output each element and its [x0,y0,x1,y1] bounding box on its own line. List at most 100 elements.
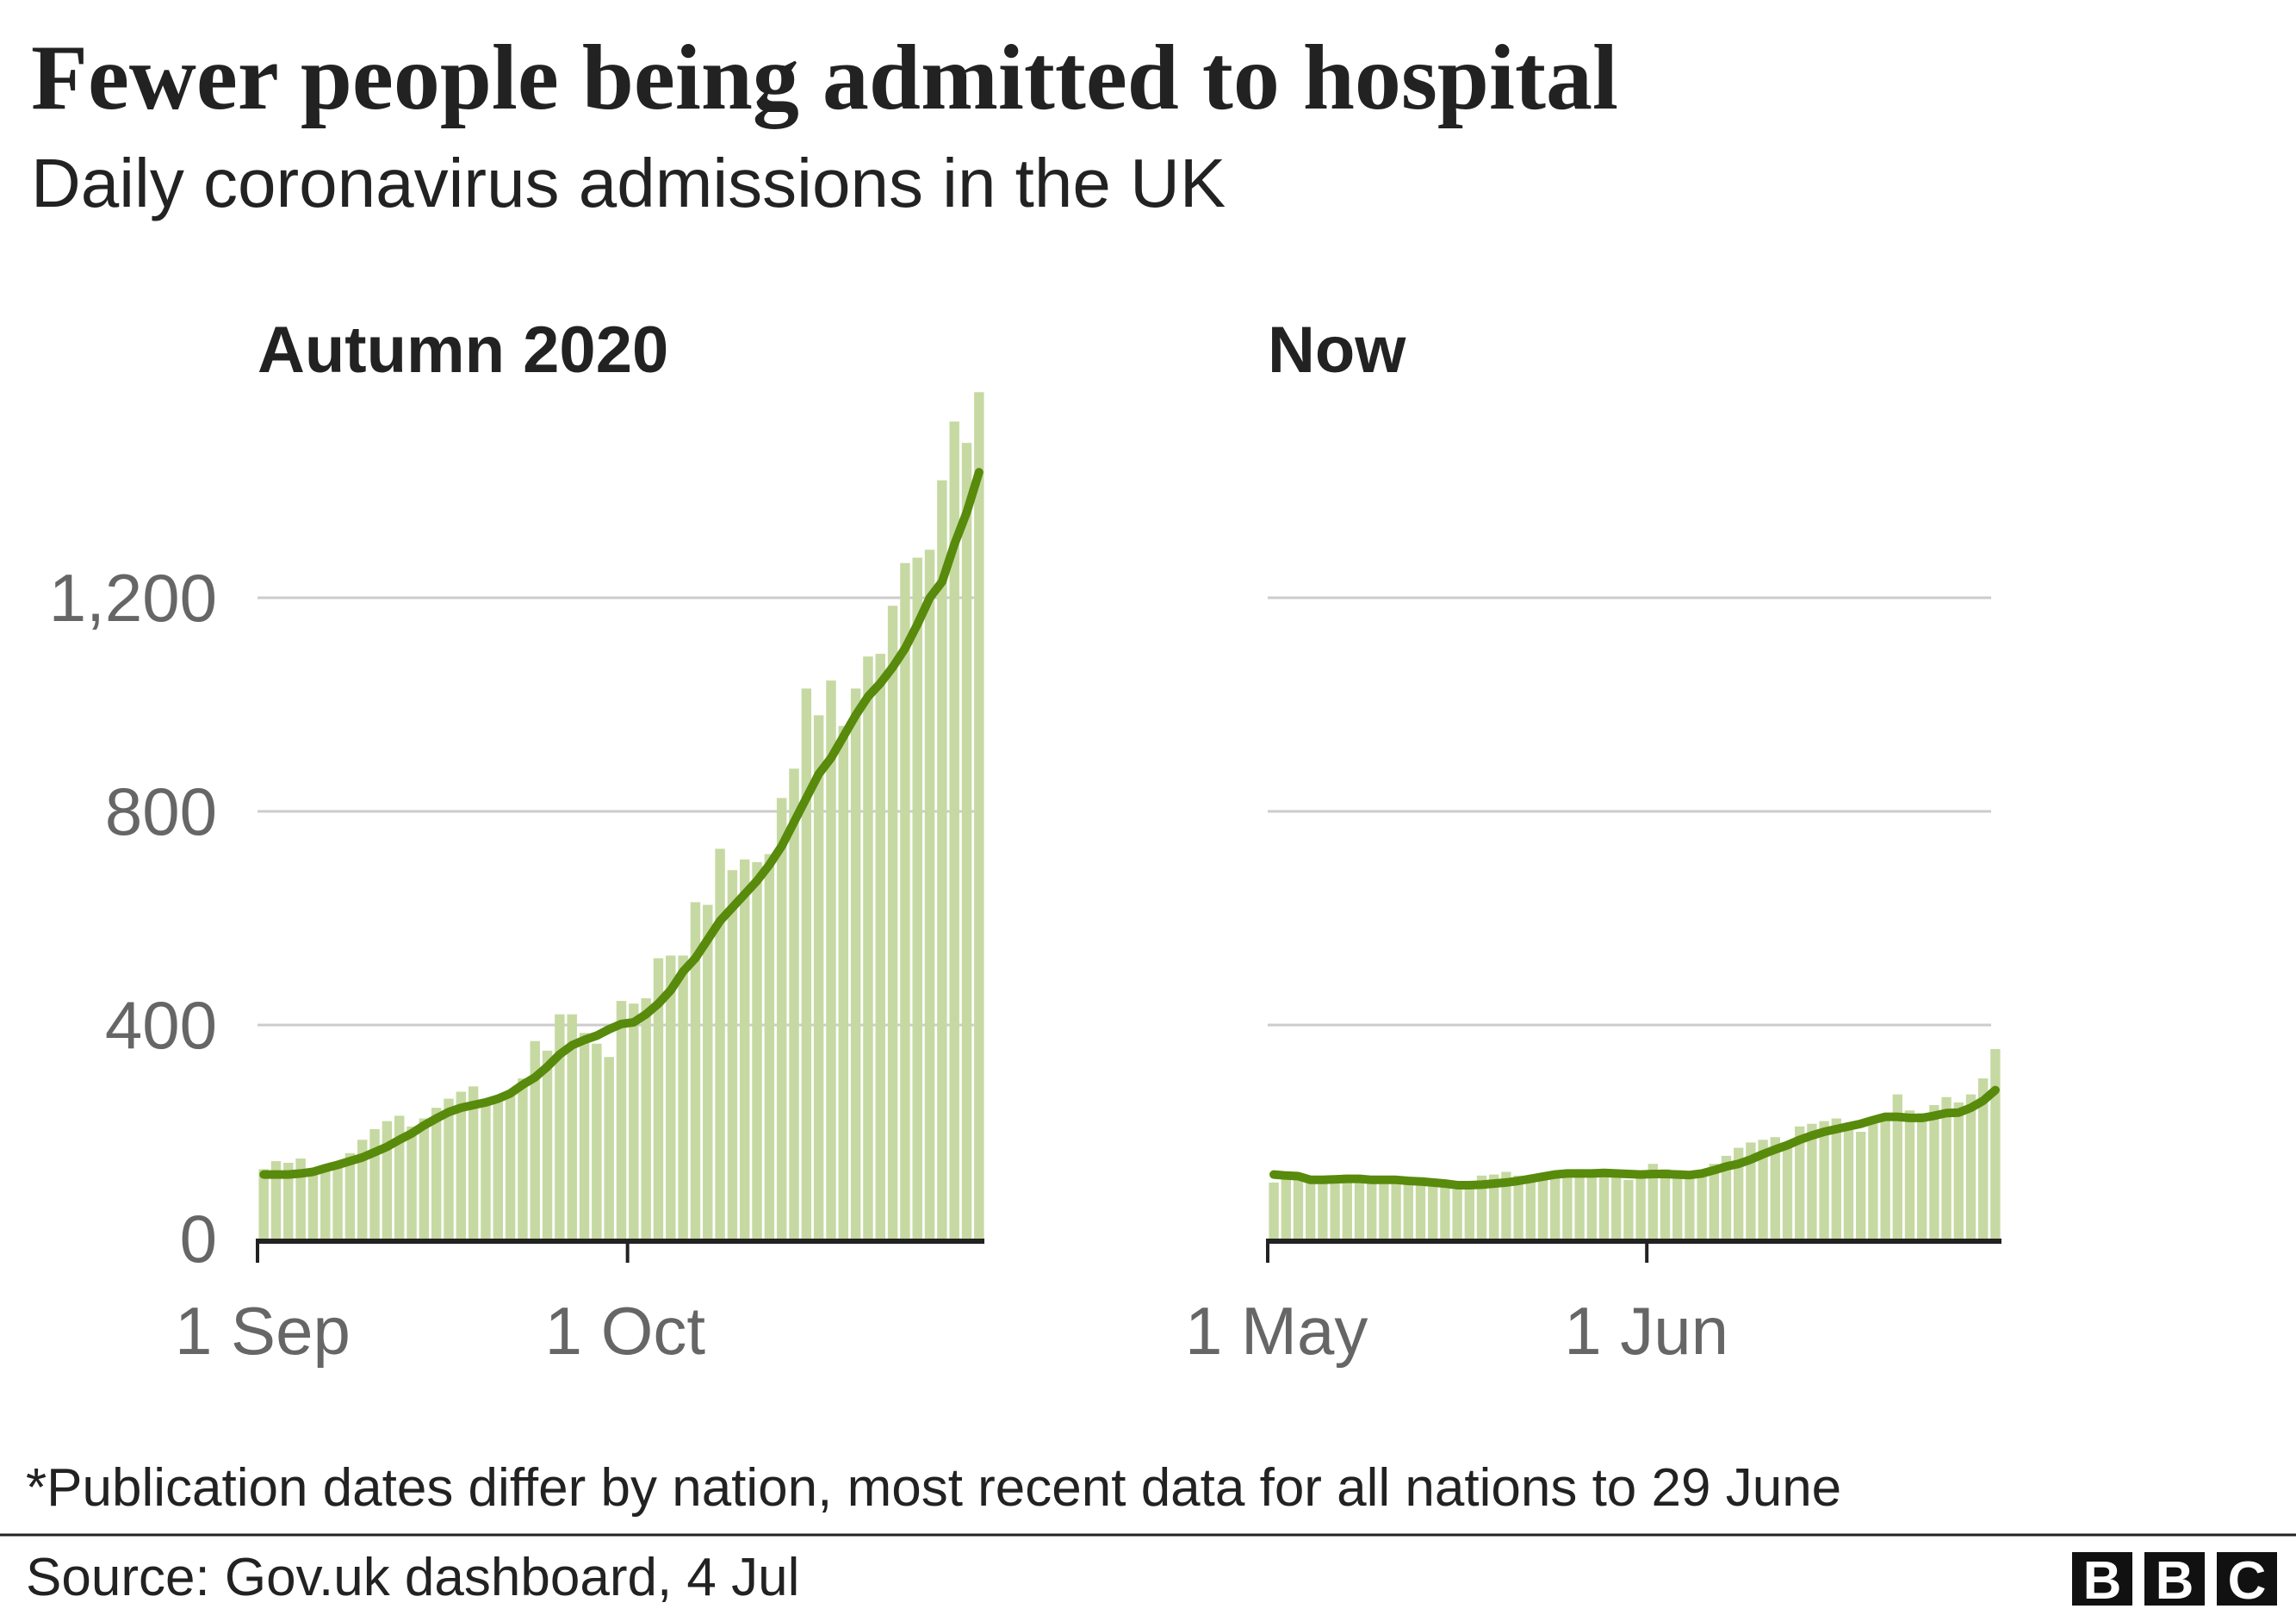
bar [505,1091,516,1239]
bar [1819,1121,1829,1239]
bar [530,1040,540,1239]
bar [332,1166,343,1239]
bar [616,1001,627,1239]
bar [666,955,676,1239]
bar [850,688,861,1239]
bar [937,480,947,1239]
bar [1330,1177,1340,1239]
bbc-logo: B B C [2072,1551,2277,1611]
chart-title: Fewer people being admitted to hospital [31,27,1618,129]
bar [493,1098,504,1239]
bar [1990,1048,2001,1239]
bar [456,1091,467,1239]
bar [1782,1145,1793,1239]
bar [258,1169,269,1239]
bar [1843,1128,1854,1239]
bar [406,1126,417,1239]
trend-line [259,468,984,1179]
bar [1489,1174,1499,1239]
footnote: *Publication dates differ by nation, mos… [26,1458,1841,1518]
bar [1917,1113,1927,1239]
bar [1415,1177,1426,1239]
bar [1513,1175,1523,1239]
bar [1965,1094,1976,1239]
bar [283,1162,294,1239]
bar [1904,1110,1915,1239]
bar [1598,1170,1610,1239]
bar [1978,1078,1989,1239]
bar [764,854,775,1239]
bar [604,1057,614,1239]
bar [295,1158,306,1239]
bar [1562,1171,1573,1239]
bar [1586,1169,1597,1239]
panel-title: Autumn 2020 [258,314,668,387]
bar [1953,1102,1964,1239]
bar [1892,1094,1902,1239]
bar [1537,1177,1548,1239]
chart-subtitle: Daily coronavirus admissions in the UK [31,145,1226,221]
logo-box [2144,1552,2205,1606]
bar [900,562,910,1239]
bar [653,958,664,1239]
bar [1318,1179,1328,1239]
bar [1611,1171,1622,1239]
bar [1660,1169,1671,1239]
bar [1428,1181,1438,1239]
y-tick-label: 1,200 [49,560,217,636]
logo-box [2072,1552,2132,1606]
y-tick-label: 400 [105,987,217,1063]
x-tick-label: 1 Sep [175,1293,351,1369]
bar [912,557,922,1239]
bar [887,606,898,1239]
bar [1403,1179,1413,1239]
bar [270,1161,282,1239]
bar [320,1170,331,1239]
bar [1795,1126,1805,1239]
bar [690,902,701,1239]
bar [1501,1171,1511,1239]
bar [369,1128,380,1239]
bar [1697,1171,1707,1239]
x-tick-label: 1 Jun [1564,1293,1728,1369]
bar [1672,1170,1683,1239]
bar [1709,1164,1719,1239]
bar [949,421,959,1239]
bar [1868,1123,1878,1239]
bar [924,550,935,1239]
bar [1379,1179,1389,1239]
bar [307,1171,319,1239]
bar [801,688,812,1239]
bar [1525,1178,1536,1239]
bar [592,1043,602,1239]
bar [1721,1155,1732,1239]
bar [1269,1182,1279,1239]
logo-letter: C [2228,1551,2267,1611]
bar [703,904,713,1239]
bar [1440,1185,1450,1239]
bar [1367,1177,1377,1239]
bar [727,870,738,1239]
bar [542,1050,553,1239]
logo-letter: B [2156,1551,2194,1611]
bar [739,859,750,1239]
panel-title: Now [1268,314,1406,387]
bar [579,1033,590,1239]
bar [1391,1178,1401,1239]
bar [715,848,725,1239]
bar [1464,1186,1474,1239]
bar [961,443,972,1239]
bar [1807,1123,1817,1239]
bar [1648,1164,1658,1239]
bar [863,656,873,1239]
bar [826,680,836,1239]
bar [1746,1142,1756,1239]
bar [776,798,787,1239]
bar [1929,1105,1939,1239]
bar [974,392,984,1239]
bar [1941,1096,1952,1239]
source: Source: Gov.uk dashboard, 4 Jul [26,1548,799,1607]
bar [1452,1189,1462,1239]
bar [1770,1137,1780,1239]
logo-box [2217,1552,2277,1606]
